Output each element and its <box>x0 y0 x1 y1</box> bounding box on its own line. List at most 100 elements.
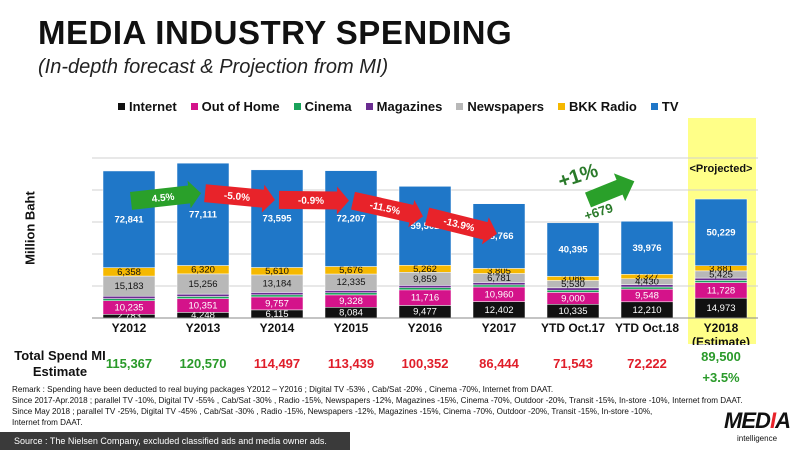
growth-arrow: -5.0% <box>204 184 276 213</box>
x-tick-label: Y2014 <box>260 321 295 335</box>
source-note: Source : The Nielsen Company, excluded c… <box>0 432 350 450</box>
chart-legend: Internet Out of Home Cinema Magazines Newspa… <box>118 99 693 114</box>
bar-segment <box>176 296 230 299</box>
bar-segment <box>324 290 378 294</box>
growth-arrow: -13.9% <box>424 207 497 245</box>
data-label: 73,595 <box>262 214 292 225</box>
data-label: 10,335 <box>558 306 587 317</box>
data-label: 13,184 <box>262 279 291 290</box>
total-value: 86,444 <box>479 356 519 371</box>
growth-arrow-shape <box>351 191 424 228</box>
data-label: 15,256 <box>188 279 217 290</box>
legend-item: Internet <box>118 99 177 114</box>
total-value: 120,570 <box>179 356 227 371</box>
data-label: 4,430 <box>635 277 659 288</box>
logo-letters: A <box>775 408 791 433</box>
legend-label: Cinema <box>304 99 352 114</box>
bar-segment <box>472 284 526 288</box>
logo-letters: I <box>769 408 776 433</box>
data-label: 40,395 <box>558 245 588 256</box>
data-label: 5,262 <box>413 264 437 275</box>
data-label: 6,115 <box>265 309 288 320</box>
data-label: 3,327 <box>635 272 659 283</box>
growth-arrow-label: -0.9% <box>298 196 324 207</box>
data-label: 11,716 <box>411 293 439 304</box>
bar-segment <box>250 292 304 296</box>
x-tick-label: YTD Oct.18 <box>615 321 679 335</box>
ytd-change-pct: +1% <box>555 159 601 193</box>
legend-label: Out of Home <box>201 99 280 114</box>
logo-wordmark: MEDIA <box>718 408 796 434</box>
data-label: 10,960 <box>484 289 513 300</box>
total-value: 100,352 <box>401 356 449 371</box>
ytd-change-abs: +679 <box>582 200 614 223</box>
growth-arrow-shape <box>424 207 497 245</box>
remark-line: Since May 2018 ; parallel TV -25%, Digit… <box>12 407 653 416</box>
bar-segment <box>176 162 230 266</box>
data-label: 9,328 <box>339 296 363 307</box>
legend-swatch <box>456 103 464 110</box>
remark-line: Remark : Spending have been deducted to … <box>12 385 554 394</box>
data-label: 5,610 <box>265 266 289 277</box>
total-value: 71,543 <box>553 356 593 371</box>
data-label: 6,358 <box>117 267 141 278</box>
x-tick-label: Y2017 <box>482 321 517 335</box>
bar-segment <box>398 285 452 289</box>
legend-item: BKK Radio <box>557 99 637 114</box>
media-intelligence-logo: MEDIA intelligence <box>718 408 796 448</box>
legend-swatch <box>650 103 658 110</box>
x-tick-label: Y2018 <box>704 321 739 335</box>
data-label: 14,973 <box>706 303 735 314</box>
total-value: 114,497 <box>253 356 301 371</box>
legend-item: Out of Home <box>190 99 280 114</box>
legend-label: BKK Radio <box>568 99 637 114</box>
legend-swatch <box>118 103 125 110</box>
legend-swatch <box>190 103 198 110</box>
bar-segment <box>102 298 156 301</box>
data-label: 9,477 <box>413 307 437 318</box>
data-label: 5,676 <box>339 265 363 276</box>
data-label: 2,783 <box>117 311 141 322</box>
data-label: 10,235 <box>114 303 143 314</box>
ytd-arrow-shape <box>585 173 635 208</box>
data-label: 10,351 <box>188 300 217 311</box>
data-label: 12,210 <box>632 305 661 316</box>
x-tick-label: Y2012 <box>112 321 147 335</box>
growth-arrow-shape <box>130 180 202 210</box>
projected-label: <Projected> <box>690 163 753 175</box>
data-label: 9,859 <box>413 274 437 285</box>
bar-segment <box>102 170 156 268</box>
bar-segment <box>250 294 304 298</box>
totals-label: Total Spend MI Estimate <box>14 348 106 379</box>
data-label: 39,976 <box>632 243 661 254</box>
legend-label: Magazines <box>376 99 443 114</box>
legend-label: TV <box>661 99 679 114</box>
bar-segment <box>398 287 452 291</box>
bar-segment <box>620 221 674 275</box>
x-tick-label: Y2016 <box>408 321 443 335</box>
legend-item: Cinema <box>293 99 352 114</box>
legend-item: Magazines <box>365 99 443 114</box>
remarks: Remark : Spending have been deducted to … <box>12 384 743 428</box>
data-label: 3,805 <box>487 266 511 277</box>
total-value: 89,500 <box>701 349 741 364</box>
growth-arrow-shape <box>204 184 276 213</box>
data-label: 48,766 <box>484 231 513 242</box>
data-label: 77,111 <box>189 209 218 220</box>
x-tick-label: YTD Oct.17 <box>541 321 605 335</box>
data-label: 12,402 <box>484 305 513 316</box>
legend-label: Internet <box>129 99 177 114</box>
data-label: 5,425 <box>709 269 733 280</box>
data-label: 9,548 <box>635 290 659 301</box>
logo-letters: MED <box>724 408 771 433</box>
page-title: MEDIA INDUSTRY SPENDING <box>38 14 513 51</box>
total-estimate-growth: +3.5% <box>702 370 740 385</box>
growth-arrow: 4.5% <box>130 180 202 210</box>
x-tick-note: (Estimate) <box>692 335 750 345</box>
bar-segment <box>694 198 748 266</box>
growth-arrow: -0.9% <box>278 186 349 215</box>
data-label: 72,207 <box>336 214 365 225</box>
data-label: 3,086 <box>561 273 585 284</box>
remark-line: Since 2017-Apr.2018 ; parallel TV -10%, … <box>12 396 743 405</box>
page-subtitle: (In-depth forecast & Projection from MI) <box>38 56 389 78</box>
